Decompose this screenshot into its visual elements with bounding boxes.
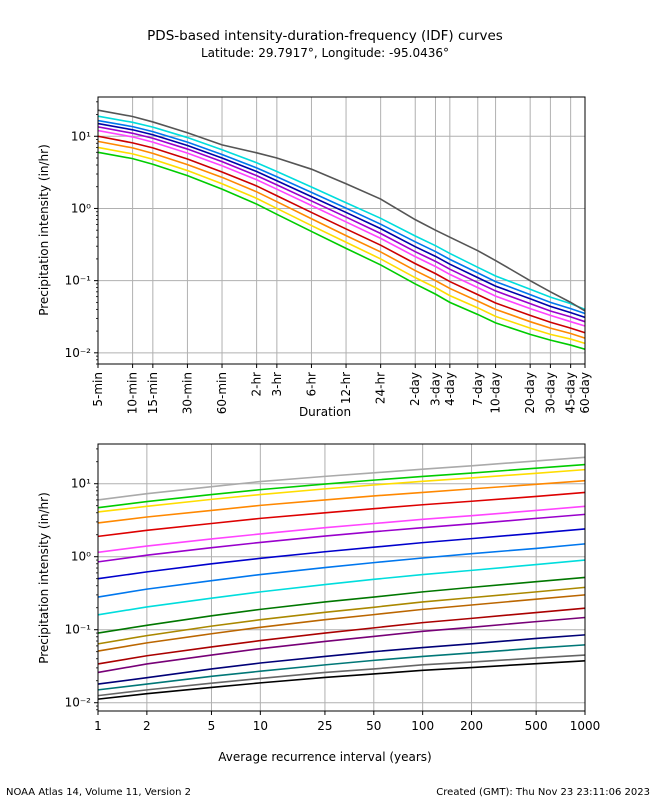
top-x-tick-label: 2-hr <box>250 372 264 397</box>
top-plot-frame <box>97 96 586 365</box>
bottom-series-20-day <box>97 634 586 685</box>
bottom-x-tick-label: 500 <box>525 719 548 733</box>
top-x-tick-label: 5-min <box>91 372 105 407</box>
top-x-tick-label: 60-day <box>578 372 592 414</box>
top-x-tick-label: 4-day <box>443 372 457 406</box>
bottom-series-30-day <box>97 644 586 691</box>
top-x-tick-label: 15-min <box>146 372 160 414</box>
top-x-tick-label: 10-day <box>489 372 503 414</box>
top-y-tick-label: 10¹ <box>71 129 91 143</box>
footer-timestamp: Created (GMT): Thu Nov 23 23:11:06 2023 <box>436 787 650 798</box>
bottom-series-2-hr <box>97 505 586 554</box>
top-x-tick-label: 10-min <box>126 372 140 414</box>
bottom-series-6-hr <box>97 528 586 580</box>
top-x-tick-label: 2-day <box>408 372 422 406</box>
top-x-tick-label: 12-hr <box>339 372 353 404</box>
top-x-tick-label: 3-day <box>429 372 443 406</box>
top-x-tick-label: 24-hr <box>374 372 388 404</box>
bottom-series-7-day <box>97 607 586 665</box>
bottom-x-tick-label: 100 <box>411 719 434 733</box>
bottom-y-axis-label: Precipitation intensity (in/hr) <box>37 492 51 664</box>
top-series-1-yr <box>97 151 586 351</box>
top-x-tick-label: 30-day <box>543 372 557 414</box>
top-series-100-yr <box>97 122 586 319</box>
bottom-series-15-min <box>97 468 586 513</box>
bottom-series-2-day <box>97 576 586 634</box>
chart-subtitle: Latitude: 29.7917°, Longitude: -95.0436° <box>201 46 449 60</box>
top-series-200-yr <box>97 119 586 315</box>
duration-chart: 10⁻² 10⁻¹ 10⁰ 10¹ 5-min 10-min 15-min 30-min 60-… <box>65 96 592 414</box>
top-series-5-yr <box>97 140 586 339</box>
bottom-series-10-min <box>97 463 586 509</box>
top-x-tick-label: 6-hr <box>305 372 319 397</box>
top-series-50-yr <box>97 126 586 323</box>
bottom-x-tick-label: 50 <box>366 719 381 733</box>
bottom-series-45-day <box>97 654 586 697</box>
top-series-10-yr <box>97 135 586 334</box>
chart-title: PDS-based intensity-duration-frequency (… <box>147 28 503 44</box>
top-x-tick-label: 7-day <box>471 372 485 406</box>
top-y-tick-label: 10⁻² <box>65 346 92 360</box>
bottom-plot-frame <box>97 443 586 712</box>
bottom-series-3-hr <box>97 513 586 563</box>
bottom-x-tick-label: 5 <box>208 719 216 733</box>
top-series-2-yr <box>97 146 586 345</box>
bottom-series-60-min <box>97 491 586 538</box>
bottom-x-axis-label: Average recurrence interval (years) <box>218 750 431 764</box>
bottom-series-60-day <box>97 660 586 700</box>
top-x-tick-label: 30-min <box>180 372 194 414</box>
bottom-series-4-day <box>97 594 586 652</box>
top-x-tick-label: 20-day <box>523 372 537 414</box>
bottom-series-5-min <box>97 456 586 501</box>
top-y-tick-label: 10⁻¹ <box>65 274 92 288</box>
top-series-25-yr <box>97 129 586 327</box>
bottom-y-tick-label: 10⁻¹ <box>65 623 92 637</box>
bottom-series-3-day <box>97 586 586 645</box>
bottom-x-tick-label: 1 <box>94 719 102 733</box>
bottom-x-tick-label: 2 <box>143 719 151 733</box>
top-y-axis-label: Precipitation intensity (in/hr) <box>37 144 51 316</box>
bottom-y-tick-label: 10⁰ <box>71 550 91 564</box>
bottom-x-tick-label: 25 <box>317 719 332 733</box>
bottom-series-12-hr <box>97 543 586 598</box>
bottom-y-tick-label: 10¹ <box>71 477 91 491</box>
footer-source: NOAA Atlas 14, Volume 11, Version 2 <box>6 787 192 798</box>
bottom-series-30-min <box>97 479 586 524</box>
top-x-tick-label: 45-day <box>564 372 578 414</box>
top-series-1000-yr <box>97 109 586 312</box>
top-series-500-yr <box>97 115 586 311</box>
bottom-x-tick-label: 10 <box>253 719 268 733</box>
bottom-series-24-hr <box>97 559 586 616</box>
top-x-tick-label: 3-hr <box>270 372 284 397</box>
top-y-tick-label: 10⁰ <box>71 201 91 215</box>
top-x-tick-label: 60-min <box>215 372 229 414</box>
bottom-series-10-day <box>97 616 586 674</box>
bottom-x-tick-label: 200 <box>460 719 483 733</box>
top-x-axis-label: Duration <box>299 405 351 419</box>
bottom-y-tick-label: 10⁻² <box>65 696 92 710</box>
bottom-x-tick-label: 1000 <box>570 719 601 733</box>
